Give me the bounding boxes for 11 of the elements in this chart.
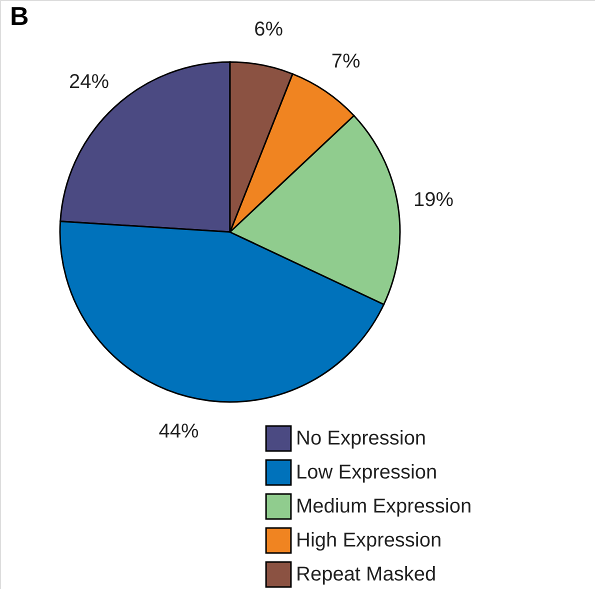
data-label: 24% bbox=[68, 70, 110, 93]
legend-label: High Expression bbox=[296, 530, 442, 552]
data-label: 44% bbox=[158, 420, 199, 443]
data-label: 19% bbox=[413, 188, 454, 211]
chart-title: B bbox=[10, 1, 29, 31]
legend-label: Low Expression bbox=[296, 462, 438, 484]
legend-label: Medium Expression bbox=[296, 496, 472, 518]
legend-label: Repeat Masked bbox=[296, 564, 436, 586]
legend-label: No Expression bbox=[296, 428, 426, 450]
data-label: 6% bbox=[254, 18, 284, 41]
data-label: 7% bbox=[331, 50, 360, 73]
